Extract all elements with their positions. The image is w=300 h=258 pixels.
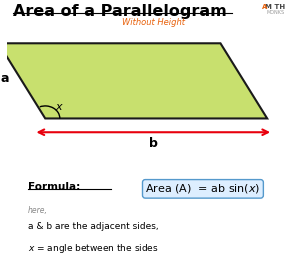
Text: a & b are the adjacent sides,: a & b are the adjacent sides, xyxy=(28,222,158,231)
Text: Formula:: Formula: xyxy=(28,182,80,192)
Text: $x$ = angle between the sides: $x$ = angle between the sides xyxy=(28,243,158,255)
Polygon shape xyxy=(0,43,267,118)
Text: x: x xyxy=(55,102,62,112)
Text: Area (A)  = ab sin($x$): Area (A) = ab sin($x$) xyxy=(145,182,261,195)
Text: b: b xyxy=(149,137,158,150)
Text: a: a xyxy=(0,72,9,85)
Text: A: A xyxy=(262,4,267,11)
Text: MONKS: MONKS xyxy=(267,10,285,15)
Text: M TH: M TH xyxy=(265,4,285,11)
Text: Without Height: Without Height xyxy=(122,18,185,27)
Text: Area of a Parallelogram: Area of a Parallelogram xyxy=(13,4,227,19)
Text: here,: here, xyxy=(28,206,48,215)
